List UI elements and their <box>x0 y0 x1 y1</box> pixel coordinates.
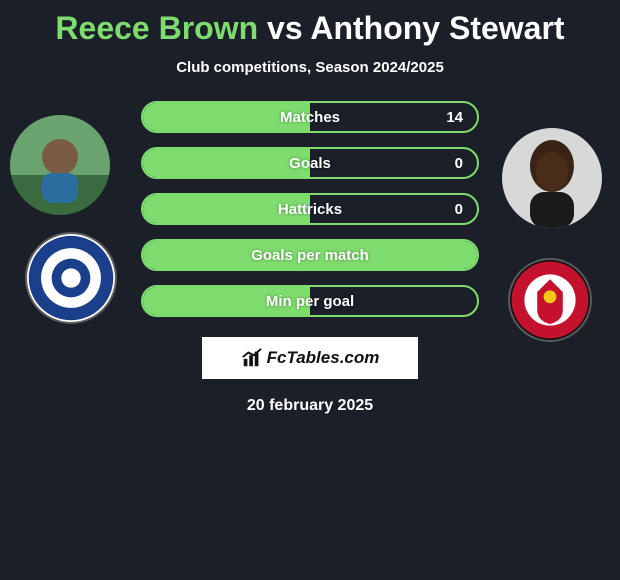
avatar-placeholder-icon <box>502 128 602 228</box>
page-title: Reece Brown vs Anthony Stewart <box>0 10 620 47</box>
stat-bar: Matches14 <box>141 101 479 133</box>
stat-bar: Goals0 <box>141 147 479 179</box>
club-badge-icon <box>510 260 590 340</box>
stat-bar-value: 0 <box>455 149 463 177</box>
stat-bar-value: 0 <box>455 195 463 223</box>
stat-bar-value: 14 <box>446 103 463 131</box>
stat-bar-label: Min per goal <box>143 287 477 315</box>
bar-chart-icon <box>241 347 263 369</box>
player2-avatar <box>502 128 602 228</box>
player2-club-badge <box>508 258 592 342</box>
avatar-placeholder-icon <box>10 115 110 215</box>
stat-bar: Goals per match <box>141 239 479 271</box>
player1-avatar <box>10 115 110 215</box>
vs-label: vs <box>267 10 303 46</box>
player2-name: Anthony Stewart <box>310 10 564 46</box>
stat-bar-label: Hattricks <box>143 195 477 223</box>
brand-badge: FcTables.com <box>202 337 418 379</box>
player1-club-badge <box>25 232 117 324</box>
stat-bar-label: Matches <box>143 103 477 131</box>
subtitle: Club competitions, Season 2024/2025 <box>0 59 620 76</box>
stat-bar-label: Goals per match <box>143 241 477 269</box>
stat-bar: Min per goal <box>141 285 479 317</box>
brand-text: FcTables.com <box>267 348 380 368</box>
stat-bar-label: Goals <box>143 149 477 177</box>
club-badge-icon <box>27 234 115 322</box>
date-label: 20 february 2025 <box>0 397 620 415</box>
player1-name: Reece Brown <box>55 10 258 46</box>
stat-bar: Hattricks0 <box>141 193 479 225</box>
stat-bars: Matches14Goals0Hattricks0Goals per match… <box>141 101 479 317</box>
